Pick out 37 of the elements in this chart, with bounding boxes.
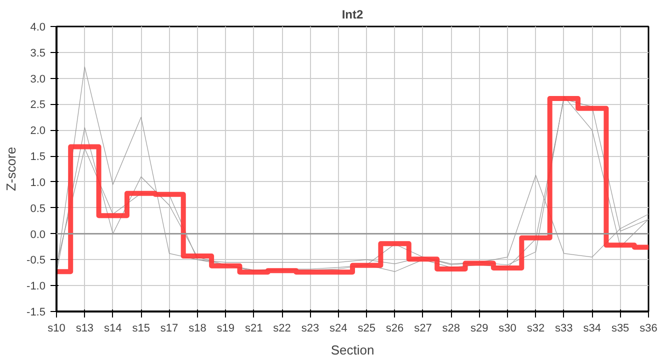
x-tick-label: s15 xyxy=(132,322,150,334)
x-tick-label: s36 xyxy=(640,322,658,334)
y-tick-label: 0.5 xyxy=(30,202,46,215)
x-tick-label: s32 xyxy=(526,322,545,334)
x-tick-label: s34 xyxy=(583,322,601,334)
x-tick-label: s13 xyxy=(76,322,94,334)
y-tick-label: 1.0 xyxy=(30,176,46,189)
x-tick-label: s10 xyxy=(48,322,66,334)
x-tick-label: s25 xyxy=(358,322,376,334)
x-tick-label: s23 xyxy=(301,322,320,334)
x-tick-label: s18 xyxy=(188,322,206,334)
x-tick-label: s35 xyxy=(611,322,630,334)
x-tick-label: s19 xyxy=(216,322,235,334)
y-axis-title: Z-score xyxy=(4,146,19,192)
y-tick-label: -0.5 xyxy=(26,254,46,267)
x-tick-label: s24 xyxy=(330,322,348,334)
x-tick-label: s14 xyxy=(104,322,122,334)
y-tick-label: 2.0 xyxy=(30,125,46,138)
y-tick-label: -1.0 xyxy=(26,280,46,293)
x-tick-label: s28 xyxy=(442,322,460,334)
y-tick-label: 1.5 xyxy=(30,151,46,164)
y-tick-label: 2.5 xyxy=(30,99,46,112)
x-tick-label: s22 xyxy=(273,322,291,334)
y-tick-label: -1.5 xyxy=(26,306,46,318)
x-tick-label: s33 xyxy=(555,322,573,334)
x-tick-label: s27 xyxy=(414,322,432,334)
x-tick-label: s21 xyxy=(244,322,263,334)
y-tick-label: 3.5 xyxy=(30,47,46,60)
y-tick-label: 3.0 xyxy=(30,73,46,86)
x-tick-label: s17 xyxy=(160,322,178,334)
y-tick-label: 4.0 xyxy=(30,22,46,34)
x-tick-label: s26 xyxy=(386,322,404,334)
x-tick-label: s29 xyxy=(470,322,488,334)
y-tick-label: 0.0 xyxy=(30,228,46,241)
chart-title: Int2 xyxy=(342,8,364,22)
x-tick-label: s30 xyxy=(498,322,516,334)
x-axis-title: Section xyxy=(330,342,374,358)
